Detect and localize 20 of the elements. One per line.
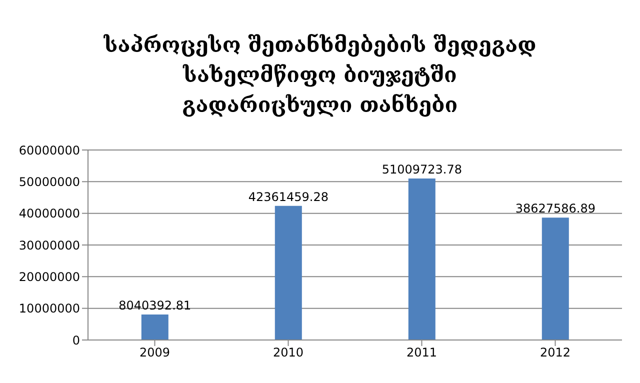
- bar: [274, 206, 302, 340]
- y-tick-label: 30000000: [18, 238, 80, 252]
- data-label: 42361459.28: [248, 190, 328, 204]
- x-tick-label: 2012: [540, 346, 571, 360]
- x-tick-label: 2011: [406, 346, 438, 360]
- y-tick-label: 10000000: [18, 302, 80, 316]
- y-tick-label: 20000000: [18, 270, 80, 284]
- y-tick-label: 50000000: [18, 174, 80, 189]
- x-tick-label: 2010: [272, 346, 304, 360]
- bar: [542, 218, 569, 340]
- y-tick-label: 0: [72, 333, 80, 348]
- data-label: 38627586.89: [515, 202, 596, 216]
- bar: [141, 314, 168, 340]
- data-label: 51009723.78: [382, 162, 462, 176]
- data-label: 8040392.81: [118, 298, 192, 313]
- chart-title: საპროცესო შეთანხმებების შედეგად სახელმწიფო ბიუჯეტში გადარიცხული თანხები: [102, 31, 538, 119]
- x-tick-label: 2009: [139, 346, 170, 360]
- bar: [408, 178, 436, 340]
- y-tick-label: 40000000: [18, 206, 80, 221]
- y-tick-label: 60000000: [18, 143, 80, 158]
